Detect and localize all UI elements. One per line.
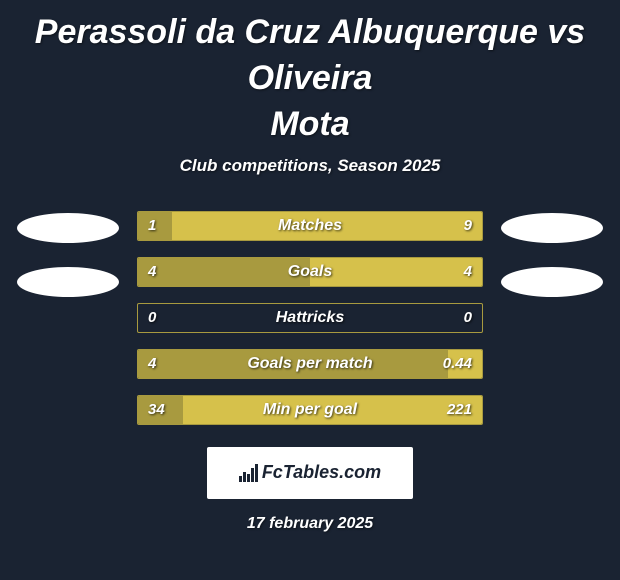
metric-row: 34Min per goal221 <box>137 395 483 425</box>
metric-value-right: 0 <box>464 304 472 332</box>
right-avatar-column <box>501 211 603 297</box>
metric-value-right: 0.44 <box>443 350 472 378</box>
team-right-avatar <box>501 267 603 297</box>
metric-row: 4Goals per match0.44 <box>137 349 483 379</box>
metric-row: 4Goals4 <box>137 257 483 287</box>
bar-chart-icon <box>239 464 258 482</box>
metric-value-right: 9 <box>464 212 472 240</box>
metric-label: Goals per match <box>138 350 482 378</box>
team-left-avatar <box>17 267 119 297</box>
left-avatar-column <box>17 211 119 297</box>
page-title: Perassoli da Cruz Albuquerque vs Oliveir… <box>0 10 620 156</box>
title-line-2: Mota <box>270 105 349 143</box>
fctables-logo-link[interactable]: FcTables.com <box>207 447 413 499</box>
metric-value-right: 221 <box>447 396 472 424</box>
metric-value-right: 4 <box>464 258 472 286</box>
metrics-bars: 1Matches94Goals40Hattricks04Goals per ma… <box>137 211 483 425</box>
metric-label: Goals <box>138 258 482 286</box>
stats-card: Perassoli da Cruz Albuquerque vs Oliveir… <box>0 0 620 580</box>
title-line-1: Perassoli da Cruz Albuquerque vs Oliveir… <box>35 13 585 97</box>
comparison-area: 1Matches94Goals40Hattricks04Goals per ma… <box>0 211 620 425</box>
logo-text: FcTables.com <box>262 462 381 483</box>
date-label: 17 february 2025 <box>0 515 620 533</box>
player-left-avatar <box>17 213 119 243</box>
metric-label: Matches <box>138 212 482 240</box>
metric-label: Min per goal <box>138 396 482 424</box>
metric-row: 0Hattricks0 <box>137 303 483 333</box>
metric-label: Hattricks <box>138 304 482 332</box>
metric-row: 1Matches9 <box>137 211 483 241</box>
subtitle: Club competitions, Season 2025 <box>0 156 620 176</box>
player-right-avatar <box>501 213 603 243</box>
